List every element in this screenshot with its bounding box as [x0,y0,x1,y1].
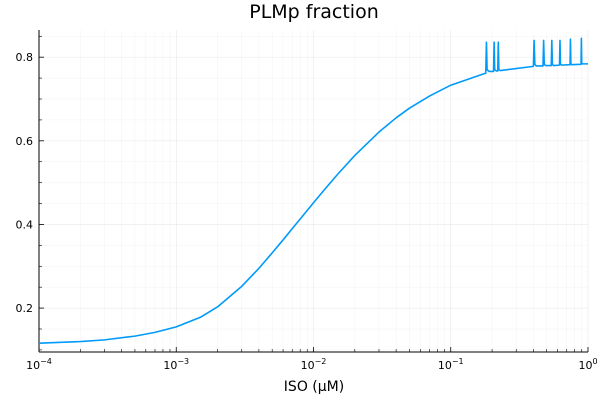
x-tick-exponent: −3 [177,357,189,366]
y-tick-label: 0.4 [16,218,34,231]
x-tick-base: 10 [438,359,452,372]
x-tick-exponent: −1 [452,357,464,366]
x-tick-base: 10 [301,359,315,372]
series-line-0 [38,37,588,345]
x-tick-exponent: −2 [315,357,327,366]
y-tick-label: 0.8 [16,51,34,64]
chart-title: PLMp fraction [249,1,379,23]
x-tick-label: 10−2 [301,357,327,372]
y-tick-label: 0.6 [16,135,34,148]
x-tick-label: 10−4 [26,357,52,372]
grid [38,30,589,352]
x-tick-base: 10 [163,359,177,372]
x-axis-label: ISO (μM) [284,379,344,395]
y-tick-label: 0.2 [16,302,34,315]
x-tick-base: 10 [26,359,40,372]
x-tick-exponent: 0 [592,357,597,366]
x-tick-label: 10−3 [163,357,189,372]
x-tick-exponent: −4 [40,357,52,366]
plot-area [38,37,588,345]
x-tick-base: 10 [578,359,592,372]
x-tick-label: 100 [578,357,597,372]
x-tick-label: 10−1 [438,357,464,372]
